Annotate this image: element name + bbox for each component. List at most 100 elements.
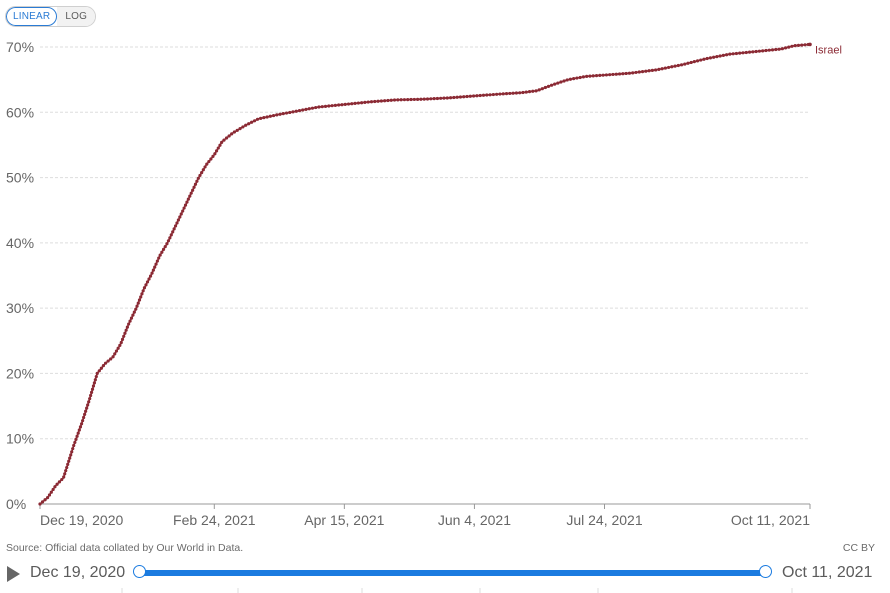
timeline-start-handle[interactable] [133,565,146,578]
chart-gridlines [40,46,810,440]
data-point [216,146,220,150]
data-point [598,73,602,78]
data-point [175,221,179,225]
data-point [705,56,709,61]
data-point [74,437,78,441]
data-point [581,75,586,79]
data-point [323,104,328,108]
data-point [422,97,426,101]
y-tick-label: 20% [6,365,34,381]
data-point [568,77,573,81]
data-point [136,301,140,305]
data-point [155,259,159,263]
data-point [604,73,609,77]
data-point [47,493,52,497]
data-point [294,109,298,113]
data-point [429,97,433,101]
data-point [171,230,175,234]
data-point [452,95,456,100]
data-point [556,81,560,85]
data-point [617,72,622,76]
data-point [72,443,76,448]
data-point [123,331,127,335]
license-link[interactable]: CC BY [842,542,875,554]
data-point [578,75,582,80]
data-point [553,82,557,86]
linear-scale-button[interactable]: LINEAR [6,7,58,26]
data-point [448,96,453,100]
data-point [176,218,181,222]
data-point [360,101,364,105]
data-point [173,224,178,228]
data-point [168,236,172,240]
data-point [201,168,205,172]
data-point [76,431,80,435]
data-point [734,51,739,56]
data-point [320,105,324,109]
data-point [637,70,641,74]
y-tick-label: 40% [6,235,34,251]
data-point [741,51,745,55]
data-point [445,96,449,100]
log-scale-button[interactable]: LOG [57,7,96,26]
play-icon[interactable] [7,566,20,582]
scale-toggle[interactable]: LINEAR LOG [5,6,97,27]
data-point [455,95,459,99]
y-tick-label: 10% [6,431,34,447]
data-point [508,91,512,96]
data-point [116,346,120,350]
data-point [439,96,443,100]
data-point [227,134,231,138]
data-point [435,96,439,101]
data-point [70,450,74,454]
data-point [189,191,193,195]
data-point [624,71,628,76]
data-point [699,58,703,62]
series-label: Israel [815,44,842,56]
data-point [193,182,198,186]
data-point [235,128,239,132]
data-point [514,91,519,95]
data-point [392,98,397,102]
data-point [230,132,234,136]
data-point [222,138,226,142]
data-point [141,289,145,293]
data-point [77,428,81,432]
data-point [366,100,370,104]
data-point [154,262,158,266]
data-point [614,72,618,76]
x-tick-label: Dec 19, 2020 [40,512,123,528]
x-tick-label: Oct 11, 2021 [731,512,810,528]
data-point [63,472,67,476]
data-point [91,384,96,388]
x-axis: Dec 19, 2020 Feb 24, 2021 Apr 15, 2021 Jun … [39,503,811,528]
data-point [747,50,752,54]
data-point [409,97,413,102]
data-point [214,149,219,153]
data-point [356,101,360,105]
data-point [94,374,98,379]
data-point [84,409,88,413]
data-point [150,271,154,275]
data-point [657,67,661,71]
data-point [135,304,139,308]
data-point [647,69,651,73]
series-israel[interactable]: Israel [38,42,842,506]
data-point [38,502,42,506]
data-point [218,143,222,147]
data-point [475,94,479,98]
data-point [562,79,566,83]
timeline-end-handle[interactable] [759,565,772,578]
data-point [195,179,199,183]
data-point [119,340,123,345]
data-point [93,378,97,382]
data-point [667,65,671,70]
data-point [738,51,742,55]
data-point [238,127,242,131]
data-point [87,400,91,404]
x-tick-label: Jun 4, 2021 [438,512,511,528]
data-point [205,162,209,166]
timeline-range-track[interactable] [140,570,766,576]
y-tick-label: 30% [6,300,34,316]
data-point [275,113,279,117]
